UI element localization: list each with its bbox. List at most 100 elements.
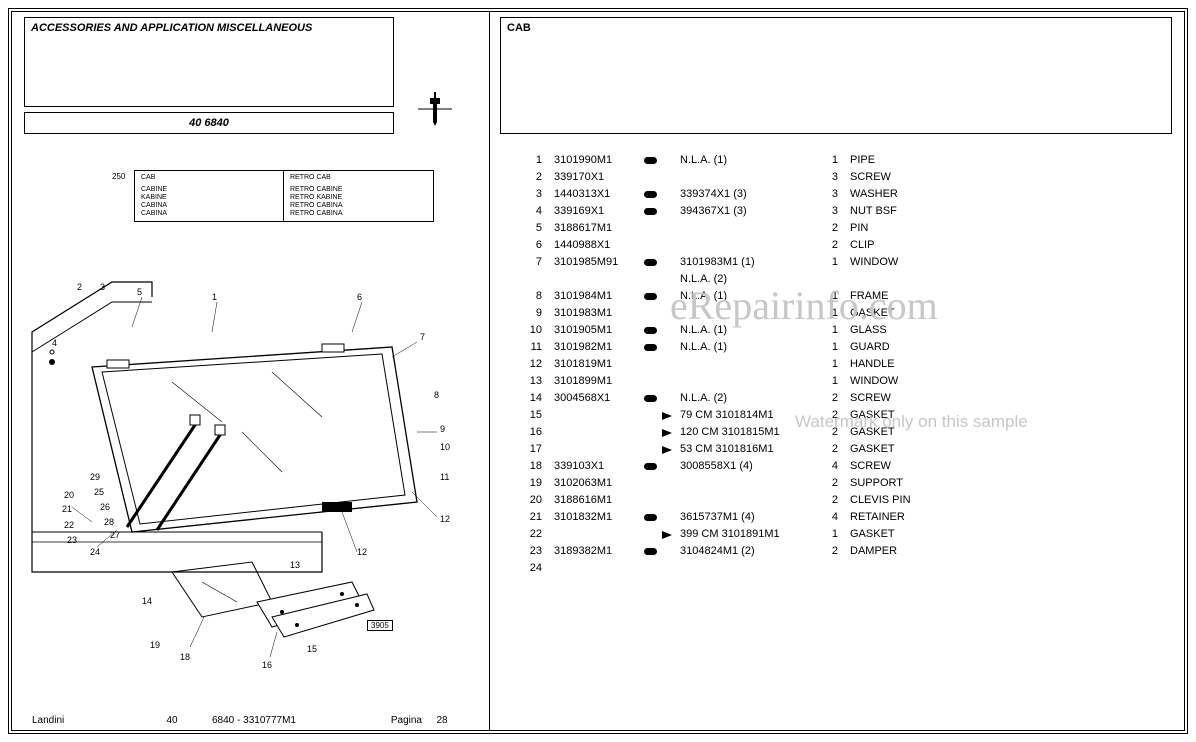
parts-row: 103101905M1N.L.A. (1)1GLASS <box>520 322 1174 339</box>
parts-row: 213101832M13615737M1 (4)4RETAINER <box>520 509 1174 526</box>
col-qty: 2 <box>820 475 850 492</box>
col-desc: CLIP <box>850 237 1174 254</box>
col-desc: PIPE <box>850 152 1174 169</box>
pill-icon <box>644 327 657 334</box>
parts-row: 73101985M913101983M1 (1)1WINDOW <box>520 254 1174 271</box>
col-desc: GASKET <box>850 407 1174 424</box>
col-index: 22 <box>520 526 554 543</box>
col-qty: 2 <box>820 441 850 458</box>
col-desc: RETAINER <box>850 509 1174 526</box>
lang-row: RETRO CABINE <box>290 186 425 194</box>
col-sym1 <box>644 259 662 266</box>
col-index: 24 <box>520 560 554 577</box>
col-index: 8 <box>520 288 554 305</box>
pill-icon <box>644 344 657 351</box>
pill-icon <box>644 548 657 555</box>
col-partnum: 339169X1 <box>554 203 644 220</box>
col-ref: 399 CM 3101891M1 <box>680 526 820 543</box>
pill-icon <box>644 514 657 521</box>
col-sym1 <box>644 157 662 164</box>
col-partnum: 3101984M1 <box>554 288 644 305</box>
col-index: 2 <box>520 169 554 186</box>
col-desc: HANDLE <box>850 356 1174 373</box>
col-desc: SUPPORT <box>850 475 1174 492</box>
col-index: 9 <box>520 305 554 322</box>
col-qty: 3 <box>820 169 850 186</box>
footer-c4: 28 <box>422 715 462 726</box>
parts-row: 193102063M1 2SUPPORT <box>520 475 1174 492</box>
lang-row: RETRO CABINA <box>290 210 425 218</box>
parts-row: 123101819M11HANDLE <box>520 356 1174 373</box>
pill-icon <box>644 208 657 215</box>
parts-row: 1753 CM 3101816M12GASKET <box>520 441 1174 458</box>
parts-row: 61440988X12CLIP <box>520 237 1174 254</box>
col-qty: 1 <box>820 526 850 543</box>
parts-row: 18339103X13008558X1 (4)4SCREW <box>520 458 1174 475</box>
header-left-box: ACCESSORIES AND APPLICATION MISCELLANEOU… <box>24 17 394 107</box>
col-ref: N.L.A. (1) <box>680 152 820 169</box>
col-ref: 394367X1 (3) <box>680 203 820 220</box>
footer: Landini 40 6840 - 3310777M1 Pagina 28 <box>32 715 462 726</box>
left-panel: ACCESSORIES AND APPLICATION MISCELLANEOU… <box>12 12 490 730</box>
pill-icon <box>644 191 657 198</box>
col-partnum: 3102063M1 <box>554 475 644 492</box>
col-sym1 <box>644 395 662 402</box>
col-desc: GASKET <box>850 424 1174 441</box>
col-partnum: 3101832M1 <box>554 509 644 526</box>
col-desc: PIN <box>850 220 1174 237</box>
col-desc: FRAME <box>850 288 1174 305</box>
parts-row: 4339169X1394367X1 (3)3NUT BSF <box>520 203 1174 220</box>
col-index: 15 <box>520 407 554 424</box>
col-partnum: 339103X1 <box>554 458 644 475</box>
pill-icon <box>644 395 657 402</box>
col-index: 21 <box>520 509 554 526</box>
col-qty: 2 <box>820 424 850 441</box>
parts-row: 22399 CM 3101891M11GASKET <box>520 526 1174 543</box>
col-desc: GUARD <box>850 339 1174 356</box>
col-qty: 4 <box>820 458 850 475</box>
col-partnum: 3101899M1 <box>554 373 644 390</box>
footer-c1: 40 <box>132 715 212 726</box>
col-ref: N.L.A. (1) <box>680 322 820 339</box>
lang-row: CABINE <box>141 186 277 194</box>
col-partnum: 3101985M91 <box>554 254 644 271</box>
col-sym1 <box>644 191 662 198</box>
parts-row: 233189382M13104824M1 (2)2DAMPER <box>520 543 1174 560</box>
footer-c2: 6840 - 3310777M1 <box>212 715 362 726</box>
col-index: 23 <box>520 543 554 560</box>
col-sym1 <box>644 548 662 555</box>
col-sym2 <box>662 531 680 539</box>
arrow-icon <box>662 429 672 437</box>
col-desc: SCREW <box>850 458 1174 475</box>
col-index: 19 <box>520 475 554 492</box>
col-index: 1 <box>520 152 554 169</box>
col-sym1 <box>644 327 662 334</box>
col-index: 17 <box>520 441 554 458</box>
lang-num: 250 <box>112 172 125 181</box>
pill-icon <box>644 157 657 164</box>
col-ref: 3008558X1 (4) <box>680 458 820 475</box>
col-ref: 3101983M1 (1) <box>680 254 820 271</box>
col-ref: 3104824M1 (2) <box>680 543 820 560</box>
col-ref: N.L.A. (1) <box>680 339 820 356</box>
lang-table: CAB CABINE KABINE CABINA CABINA RETRO CA… <box>134 170 434 222</box>
header-right-box: CAB <box>500 17 1172 134</box>
col-sym1 <box>644 208 662 215</box>
col-desc: WINDOW <box>850 373 1174 390</box>
col-qty: 3 <box>820 186 850 203</box>
col-partnum: 3101905M1 <box>554 322 644 339</box>
col-desc: DAMPER <box>850 543 1174 560</box>
col-index: 5 <box>520 220 554 237</box>
parts-row: 93101983M11GASKET <box>520 305 1174 322</box>
col-desc: GASKET <box>850 305 1174 322</box>
col-sym2 <box>662 429 680 437</box>
col-qty: 1 <box>820 254 850 271</box>
parts-row: 143004568X1N.L.A. (2)2SCREW <box>520 390 1174 407</box>
col-index: 20 <box>520 492 554 509</box>
parts-row: 83101984M1N.L.A. (1)1FRAME <box>520 288 1174 305</box>
col-partnum: 3101982M1 <box>554 339 644 356</box>
pill-icon <box>644 463 657 470</box>
parts-row: 113101982M1N.L.A. (1)1GUARD <box>520 339 1174 356</box>
col-partnum: 1440988X1 <box>554 237 644 254</box>
parts-row: N.L.A. (2) <box>520 271 1174 288</box>
